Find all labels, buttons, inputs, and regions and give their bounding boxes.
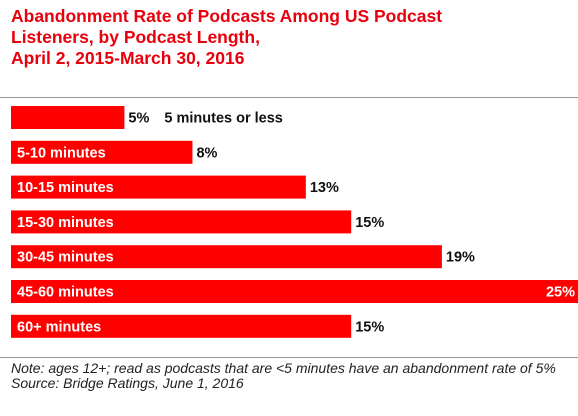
category-label: 30-45 minutes [17,250,114,266]
bar-4 [11,210,352,234]
value-label: 15% [355,215,384,231]
bar-5 [11,245,442,269]
category-label: 5 minutes or less [164,111,282,127]
bar-7 [11,314,352,338]
category-label: 60+ minutes [17,319,101,335]
bar-3 [11,175,306,199]
note-text: Note: ages 12+; read as podcasts that ar… [11,360,556,376]
category-label: 10-15 minutes [17,180,114,196]
top-divider [0,97,578,98]
value-label: 25% [546,285,575,301]
value-label: 13% [310,180,339,196]
category-label: 45-60 minutes [17,285,114,301]
category-label: 5-10 minutes [17,145,106,161]
bottom-divider [0,357,578,358]
category-label: 15-30 minutes [17,215,114,231]
chart-title: Abandonment Rate of Podcasts Among US Po… [11,6,443,68]
value-label: 5% [128,111,149,127]
bar-2 [11,140,193,164]
bar-6 [11,280,578,303]
source-text: Source: Bridge Ratings, June 1, 2016 [11,374,244,391]
value-label: 8% [196,145,217,161]
value-label: 19% [446,250,475,266]
chart-note: Note: ages 12+; read as podcasts that ar… [11,361,571,390]
value-label: 15% [355,319,384,335]
bar-1 [11,106,125,129]
bar-chart: 5% 5 minutes or less 5-10 minutes 8% 10-15 m… [11,106,578,338]
